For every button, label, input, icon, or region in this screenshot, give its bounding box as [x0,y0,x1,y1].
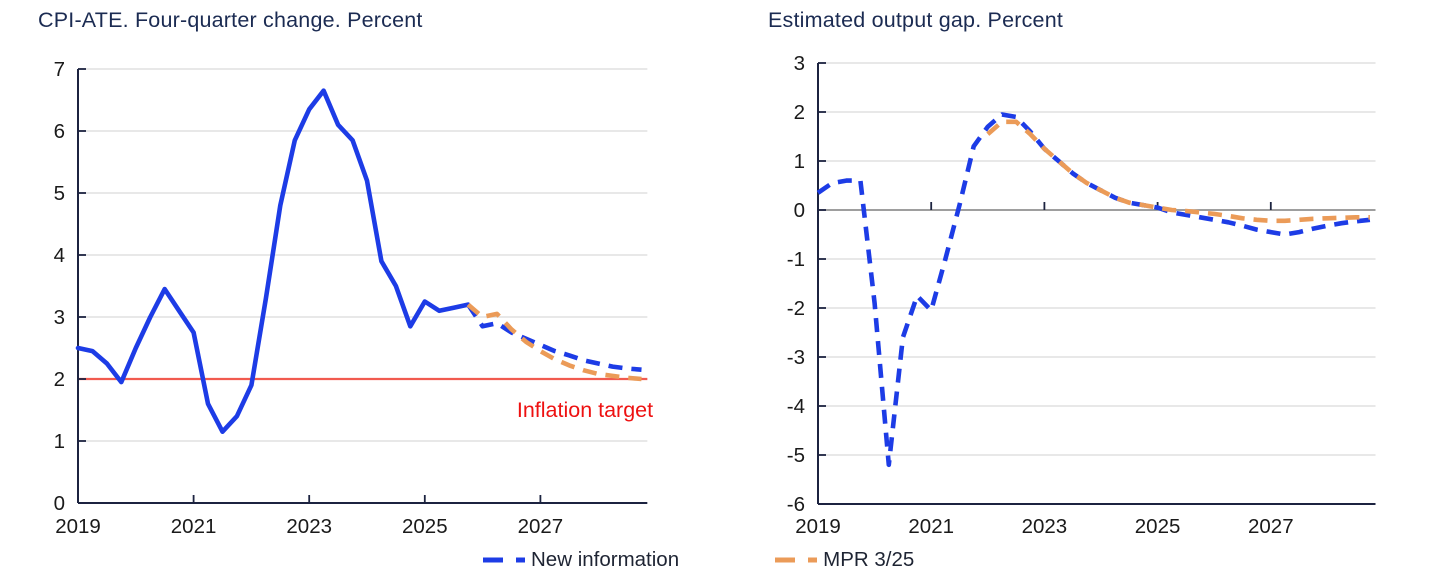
output-gap-chart-canvas: -6 -5 -4 -3 -2 -1 0 1 2 3 2019 2021 2023 2025 2027 [787,52,1376,538]
x-tick-label: 2027 [1248,515,1294,538]
output-gap-chart-title: Estimated output gap. Percent [768,8,1064,32]
x-tick-label: 2025 [1135,515,1181,538]
output-gap-chart-panel: Estimated output gap. Percent -6 -5 -4 -3 -2… [722,0,1445,545]
y-tick-label: 2 [54,368,65,391]
y-tick-label: -4 [787,395,805,418]
cpi-chart-panel: CPI-ATE. Four-quarter change. Percent 0 1… [0,0,722,545]
y-tick-label: 0 [794,199,805,222]
y-tick-label: 4 [54,244,65,267]
mpr-dash-swatch [775,557,820,563]
y-tick-label: 7 [54,58,65,81]
legend-label-mpr: MPR 3/25 [823,548,915,571]
y-tick-label: -3 [787,346,805,369]
y-tick-label: 5 [54,182,65,205]
y-tick-label: 1 [54,430,65,453]
y-tick-label: 1 [794,150,805,173]
y-tick-label: 3 [794,52,805,75]
new-information-dash-swatch [483,557,527,563]
legend-label-new-information: New information [531,548,680,571]
x-tick-label: 2025 [402,515,448,538]
y-tick-label: 2 [794,101,805,124]
x-tick-label: 2023 [1022,515,1068,538]
series-mpr-3-25 [986,119,1370,224]
y-tick-label: -5 [787,444,805,467]
x-tick-label: 2021 [171,515,217,538]
legend: New information MPR 3/25 [482,548,914,572]
series-new-information [75,88,471,435]
x-tick-label: 2023 [286,515,332,538]
inflation-target-label: Inflation target [517,398,653,422]
series-new-information [816,112,1371,468]
y-tick-label: -2 [787,297,805,320]
series-new-information-forecast [466,303,642,372]
cpi-chart-title: CPI-ATE. Four-quarter change. Percent [38,8,423,32]
y-tick-label: 0 [54,492,65,515]
y-tick-label: -6 [787,493,805,516]
y-tick-label: 6 [54,120,65,143]
y-tick-label: -1 [787,248,805,271]
x-tick-label: 2021 [908,515,954,538]
x-tick-label: 2019 [55,515,101,538]
legend-item-new-information: New information [482,548,679,572]
legend-item-mpr: MPR 3/25 [774,548,914,572]
x-tick-label: 2027 [518,515,564,538]
y-tick-label: 3 [54,306,65,329]
cpi-chart-canvas: 0 1 2 3 4 5 6 7 2019 2021 2023 2025 2027 Inflation ta… [54,58,654,538]
x-tick-label: 2019 [795,515,841,538]
series-mpr-3-25 [466,302,642,382]
